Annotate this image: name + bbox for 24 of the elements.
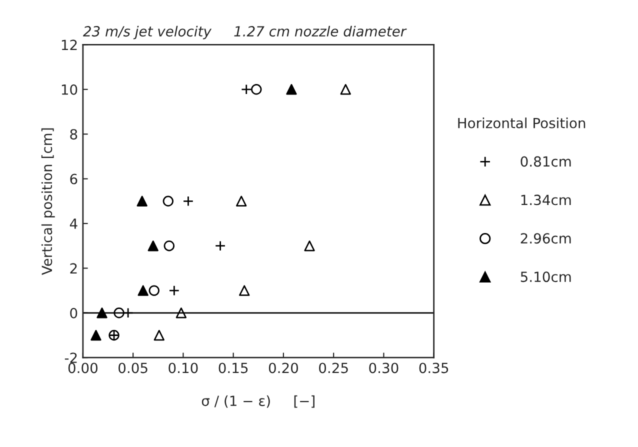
y-tick-label: 10 bbox=[62, 84, 78, 95]
y-tick-label: 0 bbox=[70, 308, 78, 318]
x-tick-label: 0.00 bbox=[68, 362, 98, 374]
y-axis-title: Vertical position [cm] bbox=[41, 128, 55, 275]
x-tick-label: 0.35 bbox=[419, 362, 448, 374]
y-tick-label: 8 bbox=[70, 129, 78, 140]
x-tick-label: 0.30 bbox=[369, 362, 398, 374]
x-tick-label: 0.10 bbox=[168, 362, 198, 374]
legend-title: Horizontal Position bbox=[458, 118, 586, 128]
x-tick-label: 0.20 bbox=[268, 362, 298, 374]
x-tick-label: 0.05 bbox=[118, 362, 148, 374]
x-tick-label: 0.15 bbox=[218, 362, 248, 374]
legend-label: 2.96cm bbox=[520, 233, 571, 244]
legend-label: 0.81cm bbox=[520, 156, 571, 167]
y-tick-label: 4 bbox=[70, 218, 78, 229]
x-axis-title: σ / (1 − ε) [−] bbox=[202, 395, 314, 408]
y-tick-label: -2 bbox=[64, 352, 77, 363]
x-tick-label: 0.25 bbox=[319, 362, 348, 374]
y-tick-label: 6 bbox=[70, 174, 78, 184]
y-tick-label: 2 bbox=[70, 263, 77, 274]
legend-label: 1.34cm bbox=[521, 194, 571, 206]
chart-title: 23 m/s jet velocity 1.27 cm nozzle diameter bbox=[82, 26, 407, 40]
y-tick-label: 12 bbox=[62, 40, 77, 50]
legend-label: 5.10cm bbox=[520, 272, 571, 282]
